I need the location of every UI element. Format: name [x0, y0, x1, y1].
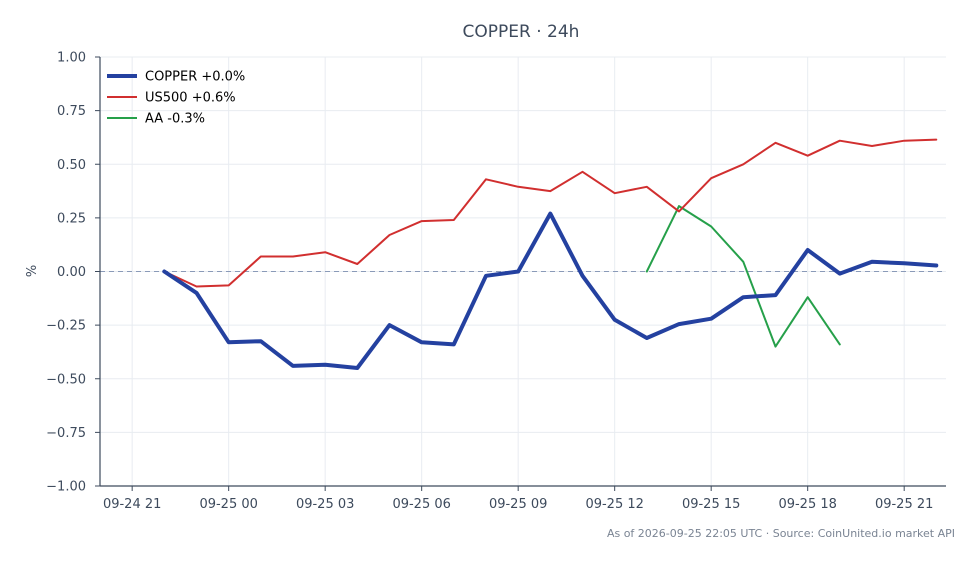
y-tick-label: 0.75 [57, 104, 86, 119]
y-tick-label: −1.00 [46, 480, 86, 495]
x-tick-label: 09-25 06 [392, 497, 450, 512]
y-tick-label: −0.75 [46, 426, 86, 441]
series-line-us500 [163, 138, 938, 288]
x-tick-label: 09-25 09 [489, 497, 547, 512]
y-tick-label: 0.25 [57, 211, 86, 226]
x-tick-label: 09-25 18 [778, 497, 836, 512]
legend-label-copper: COPPER +0.0% [145, 70, 245, 85]
y-tick-label: 0.00 [57, 265, 86, 280]
x-tick-label: 09-25 12 [585, 497, 643, 512]
y-axis-ticks: 1.00 0.75 0.50 0.25 0.00 −0.25 −0.50 −0.75 −1.00 [46, 51, 100, 495]
x-tick-label: 09-25 21 [875, 497, 933, 512]
legend-label-us500: US500 +0.6% [145, 91, 236, 106]
x-tick-label: 09-25 15 [682, 497, 740, 512]
x-tick-label: 09-24 21 [103, 497, 161, 512]
y-tick-label: −0.25 [46, 319, 86, 334]
x-tick-label: 09-25 00 [199, 497, 257, 512]
legend-label-aa: AA -0.3% [145, 112, 205, 127]
series-line-copper [162, 211, 939, 370]
y-tick-label: 0.50 [57, 158, 86, 173]
footer-source-note: As of 2026-09-25 22:05 UTC · Source: Coi… [607, 527, 955, 540]
y-tick-label: 1.00 [57, 51, 86, 66]
x-tick-label: 09-25 03 [296, 497, 354, 512]
series-line-aa [645, 205, 841, 348]
series-lines [162, 138, 939, 370]
chart-title: COPPER · 24h [463, 22, 580, 42]
legend: COPPER +0.0% US500 +0.6% AA -0.3% [107, 70, 245, 127]
y-tick-label: −0.50 [46, 372, 86, 387]
x-axis-ticks: 09-24 21 09-25 00 09-25 03 09-25 06 09-25 09… [103, 486, 933, 512]
y-axis-label: % [25, 265, 40, 277]
